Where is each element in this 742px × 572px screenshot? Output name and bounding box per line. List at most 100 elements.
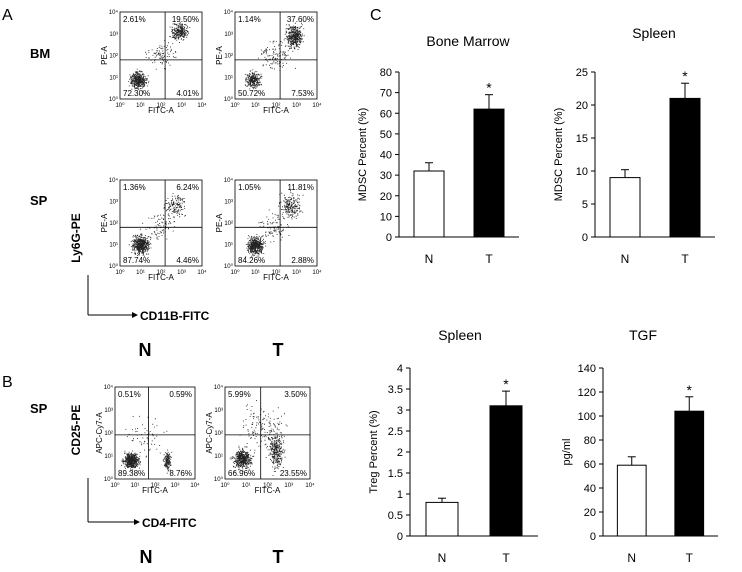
row-label-bm: BM bbox=[30, 46, 50, 61]
x-axis-name: FITC-A bbox=[263, 273, 289, 282]
dot-cloud bbox=[128, 193, 186, 257]
y-axis-name: PE-A bbox=[100, 213, 109, 232]
y-tick-label: 20 bbox=[584, 507, 596, 519]
y-tick-label: 10² bbox=[224, 54, 233, 60]
y-tick-label: 1.5 bbox=[388, 468, 403, 480]
y-tick-label: 10⁴ bbox=[214, 384, 224, 391]
x-tick-label: 10³ bbox=[177, 103, 186, 109]
x-axis-name: FITC-A bbox=[142, 486, 168, 495]
y-axis-label: pg/ml bbox=[561, 439, 573, 466]
x-tick-label: 10⁰ bbox=[220, 482, 230, 489]
quadrant-ur: 37.60% bbox=[287, 15, 314, 24]
x-tick-label: 10¹ bbox=[251, 103, 260, 109]
y-tick-label: 10⁰ bbox=[224, 96, 234, 103]
y-tick-label: 10⁴ bbox=[109, 9, 119, 16]
x-tick-label: 10² bbox=[151, 483, 160, 489]
x-tick-label: 10³ bbox=[292, 270, 301, 276]
quadrant-ll: 66.96% bbox=[228, 469, 255, 478]
bar-n bbox=[609, 177, 641, 238]
y-tick-label: 3.5 bbox=[388, 384, 403, 396]
y-tick-label: 2 bbox=[397, 447, 403, 459]
significance-marker: * bbox=[486, 80, 492, 96]
cd4-fitc-label: CD4-FITC bbox=[142, 516, 197, 530]
group-label-n-b: N bbox=[140, 547, 153, 567]
bar-chart-3: Spleen 0 0.5 1 1.5 2 2.5 3 3.5 4 Treg Percent (%) N… bbox=[368, 327, 538, 565]
bar-t bbox=[473, 108, 505, 238]
y-tick-label: 60 bbox=[380, 108, 392, 120]
y-tick-label: 10³ bbox=[214, 408, 223, 414]
quadrant-ur: 6.24% bbox=[176, 183, 199, 192]
y-axis-name: PE-A bbox=[100, 46, 109, 65]
bar-n bbox=[616, 464, 647, 537]
x-category-label: N bbox=[627, 551, 636, 565]
y-axis-name: PE-A bbox=[215, 213, 224, 232]
significance-marker: * bbox=[687, 382, 693, 398]
y-tick-label: 0 bbox=[386, 232, 392, 244]
y-tick-label: 10⁰ bbox=[214, 476, 224, 483]
significance-marker: * bbox=[503, 376, 509, 392]
y-tick-label: 5 bbox=[582, 199, 588, 211]
bar-n bbox=[413, 170, 445, 238]
y-tick-label: 10³ bbox=[104, 408, 113, 414]
plot-frame bbox=[119, 11, 203, 100]
panel-label-b: B bbox=[2, 374, 13, 391]
cd11b-fitc-label: CD11B-FITC bbox=[140, 309, 210, 323]
y-tick-label: 10² bbox=[104, 431, 113, 437]
x-axis-name: FITC-A bbox=[255, 486, 281, 495]
bar-t bbox=[669, 97, 701, 238]
x-tick-label: 10⁴ bbox=[305, 482, 315, 489]
y-tick-label: 10³ bbox=[109, 32, 118, 38]
panel-label-c: C bbox=[370, 7, 382, 24]
y-tick-label: 4 bbox=[397, 363, 403, 375]
y-axis-name: APC-Cy7-A bbox=[205, 412, 214, 454]
x-tick-label: 10¹ bbox=[251, 270, 260, 276]
quadrant-lr: 23.55% bbox=[280, 469, 307, 478]
dot-cloud bbox=[128, 21, 191, 92]
bar-chart-4: TGF 0 20 40 60 80 100 120 140 pg/ml N * T bbox=[561, 327, 718, 565]
x-category-label: T bbox=[681, 252, 689, 266]
group-label-n-a: N bbox=[139, 340, 152, 360]
y-tick-label: 20 bbox=[576, 100, 588, 112]
quadrant-ur: 11.81% bbox=[287, 183, 314, 192]
flow-plots: 2.61% 19.50%72.30% 4.01%10⁰10⁰10¹10¹10²10²… bbox=[95, 9, 322, 495]
y-tick-label: 10⁴ bbox=[224, 177, 234, 184]
y-tick-label: 10³ bbox=[109, 200, 118, 206]
y-tick-label: 80 bbox=[380, 67, 392, 79]
x-tick-label: 10² bbox=[263, 483, 272, 489]
y-tick-label: 80 bbox=[584, 435, 596, 447]
x-tick-label: 10⁴ bbox=[312, 269, 322, 276]
y-tick-label: 3 bbox=[397, 405, 403, 417]
chart-title: TGF bbox=[629, 327, 657, 343]
quadrant-lr: 4.46% bbox=[176, 256, 199, 265]
bar-t bbox=[489, 405, 523, 537]
y-axis-name: PE-A bbox=[215, 46, 224, 65]
y-tick-label: 10¹ bbox=[224, 75, 233, 81]
significance-marker: * bbox=[682, 68, 688, 84]
quadrant-ul: 0.51% bbox=[118, 390, 141, 399]
ly6g-pe-label: Ly6G-PE bbox=[69, 213, 83, 263]
bar-chart-1: Bone Marrow 0 10 20 30 40 50 60 70 80 MDSC Percent… bbox=[357, 33, 519, 266]
y-tick-label: 10² bbox=[224, 221, 233, 227]
quadrant-ll: 72.30% bbox=[123, 89, 150, 98]
row-label-sp-a: SP bbox=[30, 193, 48, 208]
x-tick-label: 10¹ bbox=[136, 103, 145, 109]
y-tick-label: 10¹ bbox=[109, 75, 118, 81]
x-tick-label: 10⁰ bbox=[230, 269, 240, 276]
x-tick-label: 10² bbox=[157, 270, 166, 276]
y-tick-label: 30 bbox=[380, 170, 392, 182]
x-category-label: T bbox=[485, 252, 493, 266]
dot-cloud bbox=[245, 190, 304, 258]
quadrant-ll: 87.74% bbox=[123, 256, 150, 265]
y-axis-label: Treg Percent (%) bbox=[368, 410, 380, 493]
y-axis-label: MDSC Percent (%) bbox=[357, 108, 369, 202]
y-tick-label: 40 bbox=[380, 150, 392, 162]
y-tick-label: 0 bbox=[397, 531, 403, 543]
y-tick-label: 10 bbox=[380, 211, 392, 223]
y-tick-label: 2.5 bbox=[388, 426, 403, 438]
